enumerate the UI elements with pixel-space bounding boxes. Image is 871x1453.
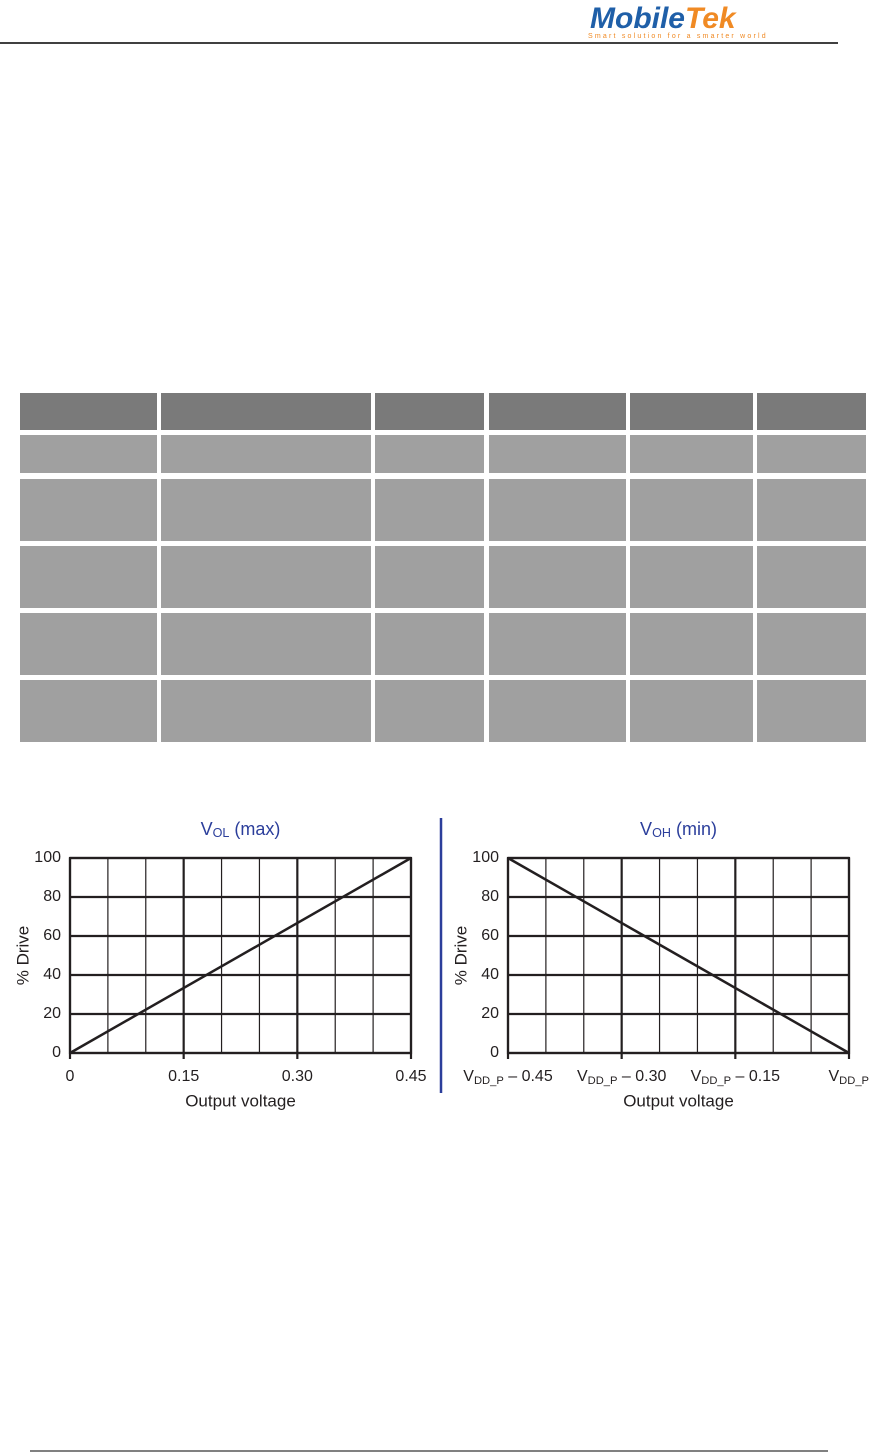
table-cell [630, 546, 753, 608]
logo-part: Mobile [590, 2, 685, 35]
x-tick-label: 0.30 [282, 1068, 313, 1085]
table-cell [757, 435, 866, 473]
table-cell [757, 613, 866, 675]
x-tick-label-main: V [828, 1068, 839, 1085]
header-cell [161, 393, 371, 430]
table-cell [161, 546, 371, 608]
logo-part: Tek [685, 2, 737, 35]
table-cell [489, 435, 626, 473]
y-tick-label: 80 [43, 888, 61, 905]
table-cell [20, 680, 157, 742]
x-tick-label: VDD_P – 0.30 [577, 1068, 667, 1087]
x-tick-label-main: V [577, 1068, 588, 1085]
table-cell [489, 479, 626, 541]
table-cell [489, 680, 626, 742]
y-tick-label: 20 [43, 1005, 61, 1022]
table-cell [630, 680, 753, 742]
header-cell [20, 393, 157, 430]
table-cell [375, 435, 484, 473]
table-cell [489, 546, 626, 608]
x-tick-label-sub: DD_P [701, 1075, 731, 1087]
y-tick-label: 0 [52, 1044, 61, 1061]
table-cell [630, 435, 753, 473]
table-cell [20, 435, 157, 473]
y-tick-label: 20 [481, 1005, 499, 1022]
header-cell [757, 393, 866, 430]
line [507, 856, 850, 1055]
chart-title-sub: OL [213, 826, 230, 840]
table-cell [375, 479, 484, 541]
chart-title-main: V [201, 819, 213, 839]
plot-border [506, 856, 851, 1055]
line [69, 856, 412, 1055]
x-tick-label-rest: – 0.30 [617, 1068, 666, 1085]
tagline: Smart solution for a smarter world [588, 33, 768, 40]
y-tick-label: 100 [472, 849, 499, 866]
x-tick-label-main: V [463, 1068, 474, 1085]
plot-border [68, 856, 413, 1055]
y-axis-label: % Drive [13, 926, 32, 986]
table-cell [20, 546, 157, 608]
table-cell [630, 613, 753, 675]
table-cell [757, 479, 866, 541]
table-cell [161, 613, 371, 675]
chart-title: VOL (max) [201, 819, 281, 841]
y-tick-label: 0 [490, 1044, 499, 1061]
table-cell [489, 613, 626, 675]
table-cell [161, 479, 371, 541]
x-tick-label: 0.45 [395, 1068, 426, 1085]
header-cell [489, 393, 626, 430]
table-cell [757, 546, 866, 608]
table-cell [20, 479, 157, 541]
header-cell [630, 393, 753, 430]
x-tick-label-sub: DD_P [474, 1075, 504, 1087]
y-tick-label: 60 [43, 927, 61, 944]
chart [68, 856, 413, 1059]
y-tick-label: 60 [481, 927, 499, 944]
chart-title-rest: (min) [671, 819, 717, 839]
y-tick-label: 40 [43, 966, 61, 983]
chart-title-main: V [640, 819, 652, 839]
header-cell [375, 393, 484, 430]
y-tick-label: 40 [481, 966, 499, 983]
table-cell [161, 680, 371, 742]
table-cell [20, 613, 157, 675]
chart-title-rest: (max) [229, 819, 280, 839]
x-tick-label: 0.15 [168, 1068, 199, 1085]
chart-title-sub: OH [652, 826, 671, 840]
y-tick-label: 80 [481, 888, 499, 905]
table-cell [757, 680, 866, 742]
x-tick-label: VDD_P [828, 1068, 869, 1087]
x-axis-label: Output voltage [185, 1091, 296, 1110]
x-tick-label-sub: DD_P [839, 1075, 869, 1087]
x-tick-label-rest: – 0.45 [504, 1068, 553, 1085]
y-axis-label: % Drive [451, 926, 470, 986]
table-cell [375, 613, 484, 675]
table-cell [161, 435, 371, 473]
x-tick-label: VDD_P – 0.15 [691, 1068, 781, 1087]
table-cell [375, 546, 484, 608]
x-tick-label: VDD_P – 0.45 [463, 1068, 553, 1087]
logo: MobileTek [590, 2, 737, 35]
x-tick-label-main: V [691, 1068, 702, 1085]
x-axis-label: Output voltage [623, 1091, 734, 1110]
table-cell [375, 680, 484, 742]
x-tick-label-rest: – 0.15 [731, 1068, 780, 1085]
x-tick-label: 0 [66, 1068, 75, 1085]
table [20, 393, 866, 742]
x-tick-label-sub: DD_P [588, 1075, 618, 1087]
chart-title: VOH (min) [640, 819, 717, 841]
table-cell [630, 479, 753, 541]
chart [506, 856, 851, 1059]
y-tick-label: 100 [34, 849, 61, 866]
